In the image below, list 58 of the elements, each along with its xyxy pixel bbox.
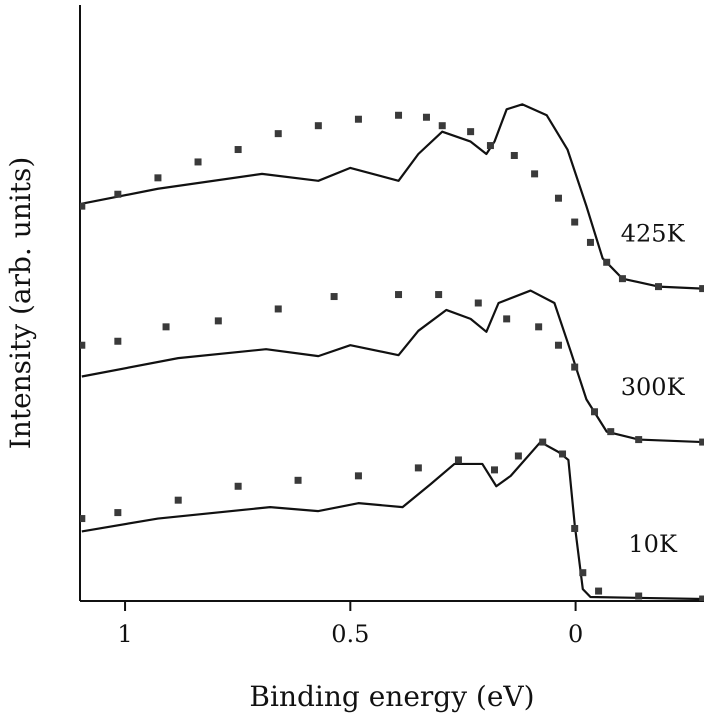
point bbox=[595, 588, 602, 595]
point bbox=[591, 408, 598, 416]
point bbox=[354, 116, 362, 123]
point bbox=[154, 174, 162, 182]
point bbox=[618, 275, 626, 282]
point bbox=[571, 218, 578, 226]
y-axis-title: Intensity (arb. units) bbox=[4, 156, 37, 450]
series-label: 10K bbox=[628, 530, 678, 558]
point bbox=[579, 569, 586, 576]
point bbox=[395, 291, 402, 298]
point bbox=[435, 291, 442, 298]
point bbox=[559, 450, 566, 458]
point bbox=[330, 293, 338, 300]
point bbox=[491, 466, 498, 474]
point bbox=[438, 122, 446, 130]
point bbox=[531, 170, 538, 178]
point bbox=[422, 114, 430, 121]
x-tick-label: 0.5 bbox=[331, 620, 370, 648]
point bbox=[194, 158, 202, 166]
point bbox=[474, 300, 482, 306]
point bbox=[114, 338, 122, 345]
point bbox=[234, 482, 242, 490]
point bbox=[274, 305, 282, 312]
point bbox=[214, 317, 222, 324]
point bbox=[354, 472, 362, 480]
x-axis-title: Binding energy (eV) bbox=[249, 680, 535, 713]
point bbox=[539, 438, 546, 446]
point bbox=[234, 146, 242, 154]
point bbox=[454, 456, 462, 464]
point bbox=[514, 452, 522, 460]
series-label: 300K bbox=[620, 373, 686, 402]
point bbox=[414, 464, 422, 472]
point bbox=[635, 592, 642, 600]
point bbox=[274, 130, 282, 138]
point bbox=[635, 436, 642, 444]
point bbox=[571, 524, 578, 532]
point bbox=[503, 315, 510, 322]
point bbox=[571, 364, 578, 371]
x-tick-label: 0 bbox=[568, 620, 584, 648]
point bbox=[603, 258, 610, 266]
point bbox=[554, 194, 562, 202]
point bbox=[314, 122, 322, 130]
point bbox=[395, 112, 402, 119]
point bbox=[467, 128, 474, 136]
point bbox=[294, 476, 302, 484]
point bbox=[607, 428, 614, 436]
point bbox=[486, 142, 494, 150]
point bbox=[654, 283, 662, 290]
point bbox=[174, 496, 182, 504]
point bbox=[162, 323, 170, 330]
point bbox=[554, 342, 562, 349]
point bbox=[586, 238, 594, 246]
point bbox=[114, 190, 122, 198]
point bbox=[535, 323, 542, 330]
series-label: 425K bbox=[620, 220, 686, 248]
x-tick-label: 1 bbox=[117, 620, 133, 648]
point bbox=[114, 509, 122, 516]
point bbox=[510, 152, 518, 159]
